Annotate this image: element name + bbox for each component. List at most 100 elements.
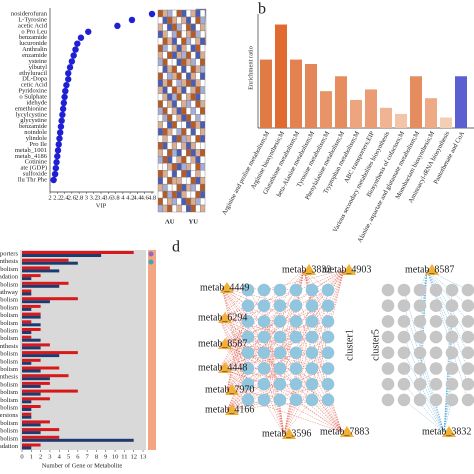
bar (260, 59, 272, 128)
heat-cell (181, 79, 187, 87)
heat-cell (195, 16, 201, 25)
edge (219, 352, 265, 369)
bar (22, 289, 32, 293)
heat-cell (171, 170, 178, 178)
heat-cell (200, 37, 206, 46)
dot (56, 135, 63, 142)
dot (50, 176, 57, 184)
bar (365, 89, 377, 128)
heat-cell (195, 149, 201, 157)
edge (226, 321, 281, 411)
node-label: metab_3832 (422, 426, 471, 437)
heat-cell (185, 114, 192, 122)
heat-cell (195, 58, 201, 66)
x-tick-label: 8 (95, 453, 98, 460)
heat-cell (181, 170, 187, 178)
heat-cell (185, 9, 192, 18)
heat-cell (171, 149, 178, 157)
bar (22, 415, 32, 419)
node (289, 346, 303, 360)
heat-cell (200, 142, 206, 150)
bar (22, 381, 50, 385)
heat-cell (195, 86, 201, 94)
heat-cell (185, 128, 192, 136)
heat-cell (176, 176, 182, 185)
heat-cell (195, 44, 201, 52)
y-tick-label: lucuronide (19, 40, 47, 47)
y-tick-label: ylbutyl (29, 64, 48, 71)
bar (395, 113, 407, 128)
edge (219, 317, 297, 369)
edge (295, 384, 343, 433)
heat-cell (190, 107, 196, 115)
node (445, 362, 459, 375)
node (257, 315, 271, 328)
edge (311, 269, 345, 400)
x-tick-label: 3.8 (112, 194, 120, 201)
y-tick-label: cetic Acid (21, 82, 48, 89)
node (305, 315, 319, 328)
node (429, 330, 443, 344)
node (321, 346, 335, 360)
x-tick-label: 3.2 (90, 194, 98, 201)
node (289, 393, 303, 407)
edge (219, 343, 329, 369)
heat-cell (171, 135, 178, 143)
heat-cell (176, 37, 182, 46)
bar (22, 351, 78, 355)
x-tick-label: 4.2 (126, 194, 134, 201)
heat-cell (195, 30, 201, 39)
heat-cell (195, 135, 201, 143)
label-marker (282, 428, 296, 439)
bar (22, 361, 32, 365)
heat-cell (200, 135, 206, 143)
node (429, 362, 443, 375)
heat-cell (171, 58, 178, 66)
node (445, 330, 459, 344)
edge (219, 289, 249, 319)
strip-dot (148, 251, 154, 257)
heat-cell (190, 190, 196, 199)
node (461, 346, 474, 360)
node (241, 299, 255, 313)
x-tick-label: 12 (130, 453, 137, 460)
heat-cell (181, 107, 187, 115)
bar (22, 397, 50, 401)
heat-cell (195, 93, 201, 101)
heat-cell (171, 93, 178, 101)
heat-cell (181, 51, 187, 59)
node (381, 330, 395, 344)
heat-cell (185, 149, 192, 157)
heat-cell (157, 16, 163, 25)
node (381, 346, 395, 360)
node (241, 330, 255, 344)
heat-cell (190, 93, 196, 101)
heat-cell (185, 204, 192, 213)
bar (380, 107, 392, 128)
cluster-label: cluster1 (344, 329, 355, 361)
x-tick-label: 3 (48, 453, 51, 460)
dot (57, 123, 65, 130)
panel-label: b (258, 1, 266, 18)
y-tick-label: ine metabolism (0, 366, 18, 373)
heat-cell (181, 100, 187, 108)
x-tick-label: 13 (140, 453, 147, 460)
heat-cell (157, 65, 163, 73)
heat-cell (195, 197, 201, 206)
bar (22, 431, 41, 435)
heat-cell (181, 190, 187, 199)
heat-cell (157, 100, 163, 108)
y-tick-label: Cotinine (25, 159, 48, 166)
node (429, 393, 443, 407)
y-axis-label: Enrichment ratio (247, 46, 254, 90)
heat-cell (157, 190, 163, 199)
node-label: metab_8587 (198, 338, 247, 349)
heat-cell (167, 16, 173, 25)
heat-cell (171, 65, 178, 73)
heat-cell (181, 37, 187, 46)
y-tick-label: lycylcystine (16, 111, 48, 118)
edge (226, 305, 249, 391)
y-tick-label: benzamide (19, 123, 47, 130)
node (397, 346, 411, 360)
bar (22, 266, 50, 270)
